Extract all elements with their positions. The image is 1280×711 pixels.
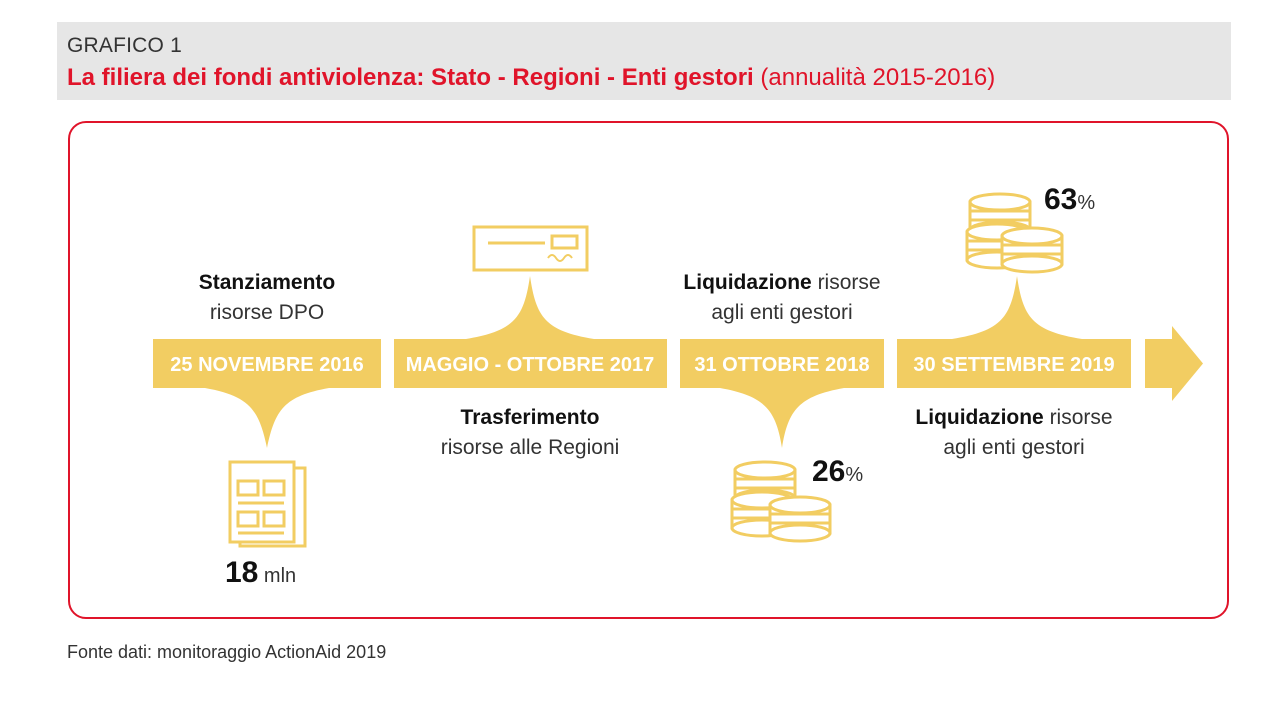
value-1-unit: mln xyxy=(258,565,297,587)
value-3-unit: % xyxy=(845,464,864,486)
pointer-up-4 xyxy=(952,276,1082,339)
chart-title-years: (annualità 2015-2016) xyxy=(760,64,996,91)
value-4-number: 63 xyxy=(1044,183,1078,216)
date-label-3: 31 OTTOBRE 2018 xyxy=(694,354,869,376)
pointer-down-1 xyxy=(205,388,329,448)
chart-header: GRAFICO 1 La filiera dei fondi antiviole… xyxy=(57,22,1231,100)
value-18-mln: 18 mln xyxy=(225,556,296,590)
coins-icon xyxy=(965,192,1064,274)
value-63-percent: 63% xyxy=(1044,183,1095,217)
value-26-percent: 26% xyxy=(812,455,863,489)
step-label-4: Liquidazione risorse agli enti gestori xyxy=(892,403,1136,463)
timeline-bar-4: 30 SETTEMBRE 2019 xyxy=(897,339,1131,388)
date-label-2: MAGGIO - OTTOBRE 2017 xyxy=(406,354,655,376)
step-1-line2: risorse DPO xyxy=(209,301,325,324)
timeline-bar-2: MAGGIO - OTTOBRE 2017 xyxy=(394,339,667,388)
step-4-line2: agli enti gestori xyxy=(943,436,1085,459)
step-1-title: Stanziamento xyxy=(198,271,336,294)
step-label-2: Trasferimento risorse alle Regioni xyxy=(420,403,640,463)
step-3-title: Liquidazione xyxy=(683,271,812,294)
arrow-right-icon xyxy=(1145,326,1203,401)
step-4-rest: risorse xyxy=(1043,406,1113,429)
chart-kicker: GRAFICO 1 xyxy=(67,34,182,57)
timeline-bar-3: 31 OTTOBRE 2018 xyxy=(680,339,884,388)
chart-title-main: La filiera dei fondi antiviolenza: Stato… xyxy=(67,64,754,91)
date-label-4: 30 SETTEMBRE 2019 xyxy=(913,354,1114,376)
timeline-bar-1: 25 NOVEMBRE 2016 xyxy=(153,339,381,388)
value-1-number: 18 xyxy=(225,556,259,589)
step-label-3: Liquidazione risorse agli enti gestori xyxy=(660,268,904,328)
value-3-number: 26 xyxy=(812,455,846,488)
coins-icon xyxy=(730,460,832,543)
step-2-line2: risorse alle Regioni xyxy=(440,436,620,459)
pointer-up-2 xyxy=(466,276,594,339)
step-3-line2: agli enti gestori xyxy=(711,301,853,324)
newspaper-icon xyxy=(228,460,307,548)
chart-title: La filiera dei fondi antiviolenza: Stato… xyxy=(67,64,995,92)
step-label-1: Stanziamento risorse DPO xyxy=(167,268,367,328)
source-note: Fonte dati: monitoraggio ActionAid 2019 xyxy=(67,642,387,662)
step-2-title: Trasferimento xyxy=(460,406,600,429)
date-label-1: 25 NOVEMBRE 2016 xyxy=(170,354,363,376)
step-4-title: Liquidazione xyxy=(915,406,1044,429)
step-3-rest: risorse xyxy=(811,271,881,294)
value-4-unit: % xyxy=(1077,192,1096,214)
diagram-frame xyxy=(68,121,1229,619)
cheque-icon xyxy=(472,225,589,272)
pointer-down-3 xyxy=(720,388,844,448)
